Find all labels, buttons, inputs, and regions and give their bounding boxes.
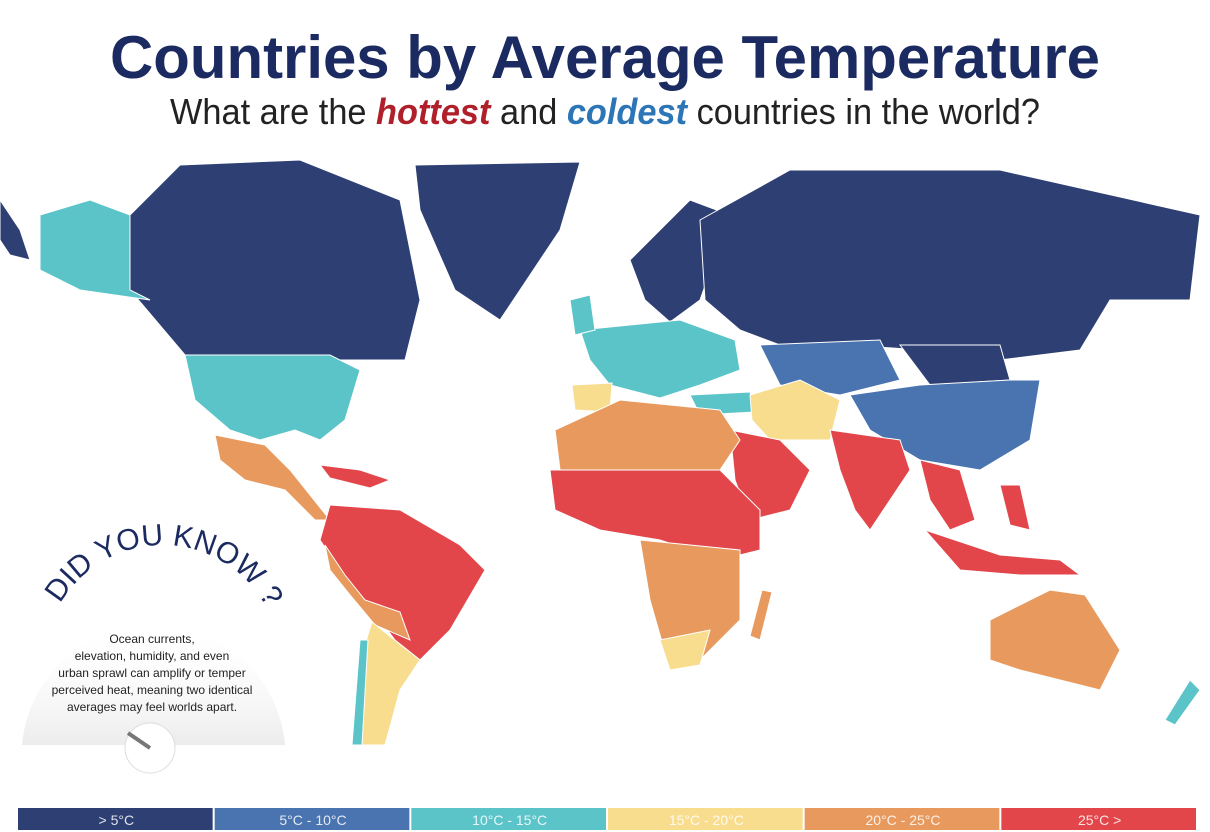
europe [579,319,741,399]
usa [184,354,361,441]
arctic-west [0,199,31,261]
arabia [729,429,811,521]
caribbean [318,464,392,489]
legend-label: 20°C - 25°C [865,812,940,828]
legend-swatch [608,808,803,830]
legend-swatch [18,808,213,830]
andes [324,544,411,641]
legend-swatch [214,808,410,830]
chile [351,639,369,746]
subtitle-hot: hottest [376,91,492,132]
legend-label: 10°C - 15°C [472,812,547,828]
legend-label: 5°C - 10°C [279,812,346,828]
philippines [999,484,1031,531]
legend-label: 25°C > [1078,812,1121,828]
did-you-know-text: Ocean currents, elevation, humidity, and … [52,632,253,714]
new-zealand [1164,679,1201,726]
southern-africa [659,629,711,671]
legend-swatch [411,808,606,830]
did-you-know-line: Ocean currents, [109,632,194,646]
subtitle-text: and [500,91,557,132]
southeast-asia [919,459,976,531]
legend-label: 15°C - 20°C [669,812,744,828]
subtitle-text: countries in the world? [697,91,1040,132]
australia [989,589,1121,691]
did-you-know: DID YOU KNOW ? Ocean currents, elevation,… [22,519,290,774]
did-you-know-line: perceived heat, meaning two identical [52,683,253,697]
uk [569,294,596,336]
legend-swatch [1001,808,1196,830]
gauge-needle [126,731,152,750]
india [829,429,911,531]
legend-label: > 5°C [99,812,135,828]
did-you-know-line: urban sprawl can amplify or temper [58,666,245,680]
legend: > 5°C 5°C - 10°C 10°C - 15°C 15°C - 20°C 20°… [18,808,1196,830]
alaska [39,199,151,301]
mongolia [899,344,1011,386]
subtitle-cold: coldest [567,91,689,132]
panel [22,624,285,745]
canada [129,159,421,361]
did-you-know-heading: DID YOU KNOW ? [39,519,290,612]
subtitle: What are the hottest and coldest countri… [170,91,1040,132]
did-you-know-line: elevation, humidity, and even [75,649,230,663]
indonesia [923,528,1082,576]
madagascar [749,589,773,641]
title: Countries by Average Temperature [110,24,1100,91]
middle-east [749,379,841,441]
mexico [214,434,332,521]
greenland [414,161,581,321]
russia [699,169,1201,361]
did-you-know-line: averages may feel worlds apart. [67,700,237,714]
subtitle-text: What are the [170,91,367,132]
world-map [0,159,1201,746]
legend-swatch [804,808,1000,830]
did-you-know-heading-text: DID YOU KNOW ? [39,519,290,612]
